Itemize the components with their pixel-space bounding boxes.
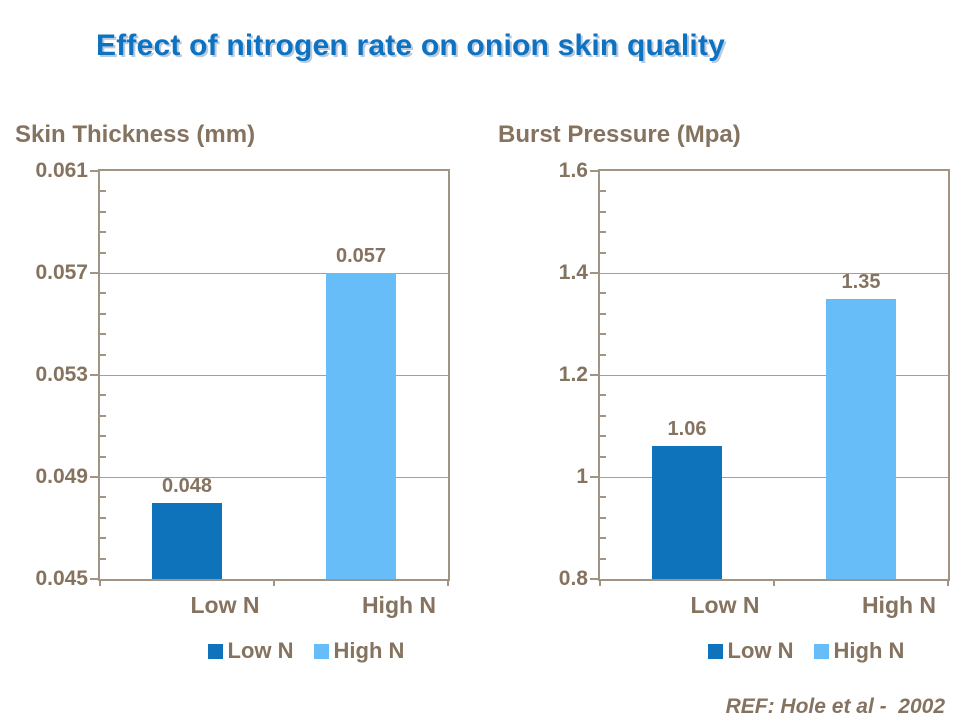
bar-value-label: 0.048	[161, 474, 213, 497]
x-axis-tick	[99, 579, 101, 586]
y-axis-tick-label: 0.049	[35, 465, 88, 488]
slide-title: Effect of nitrogen rate on onion skin qu…	[96, 29, 726, 62]
bar-high-n	[826, 298, 896, 579]
legend-item-low-n: Low N	[707, 638, 794, 663]
bar-value-label: 1.35	[841, 270, 881, 293]
y-axis-minor-tick	[100, 312, 106, 315]
gridline	[600, 375, 948, 376]
chart-title-skin-thickness: Skin Thickness (mm)	[15, 121, 256, 148]
y-axis-minor-tick	[100, 557, 106, 560]
x-category-label: High N	[361, 592, 437, 618]
y-axis-tick-label: 0.061	[35, 159, 88, 182]
y-axis-minor-tick	[100, 353, 106, 356]
y-axis-minor-tick	[600, 210, 606, 213]
y-axis-tick-label: 0.8	[558, 567, 588, 590]
y-axis-tick-label: 0.045	[35, 567, 88, 590]
y-axis-minor-tick	[100, 496, 106, 499]
bar-low-n	[152, 502, 222, 579]
plot-area-burst-pressure: 0.8 1 1.2 1.4 1.6 1.06 Low N 1.35 High N Low N Hig…	[559, 159, 950, 663]
legend: Low N High N	[132, 639, 480, 663]
x-axis-tick	[447, 579, 449, 586]
reference-text: REF: Hole et al - 2002	[725, 695, 945, 718]
legend-swatch-low-n	[207, 643, 223, 659]
y-axis-major-tick	[90, 578, 100, 580]
y-axis-tick-label: 0.057	[35, 261, 88, 284]
y-axis-minor-tick	[600, 394, 606, 397]
bar-value-label: 1.06	[667, 418, 707, 441]
x-category-label: Low N	[690, 592, 760, 618]
gridline	[600, 477, 948, 478]
x-axis-tick	[947, 579, 949, 586]
y-axis-minor-tick	[100, 537, 106, 540]
bar-low-n	[652, 446, 722, 579]
x-axis-tick	[599, 579, 601, 586]
plot-area-skin-thickness: 0.045 0.049 0.053 0.057 0.061 0.048 Low N 0.057…	[35, 159, 450, 663]
y-axis-minor-tick	[600, 312, 606, 315]
x-axis-tick	[273, 579, 275, 586]
y-axis-minor-tick	[600, 353, 606, 356]
y-axis-minor-tick	[600, 231, 606, 234]
y-axis-major-tick	[590, 374, 600, 376]
y-axis-major-tick	[90, 170, 100, 172]
y-axis-minor-tick	[600, 455, 606, 458]
y-axis-minor-tick	[600, 292, 606, 295]
y-axis-tick-label: 0.053	[35, 363, 88, 386]
y-axis-major-tick	[90, 374, 100, 376]
y-axis-minor-tick	[600, 435, 606, 438]
gridline	[100, 375, 448, 376]
gridline	[600, 273, 948, 274]
y-axis-major-tick	[590, 170, 600, 172]
y-axis-minor-tick	[100, 210, 106, 213]
y-axis-minor-tick	[100, 190, 106, 193]
bar-high-n	[326, 273, 396, 579]
legend-swatch-low-n	[707, 643, 723, 659]
y-axis-minor-tick	[100, 394, 106, 397]
y-axis-minor-tick	[600, 251, 606, 254]
chart-title-burst-pressure: Burst Pressure (Mpa)	[498, 121, 741, 148]
y-axis-minor-tick	[600, 537, 606, 540]
legend-item-high-n: High N	[313, 638, 405, 663]
y-axis-minor-tick	[100, 333, 106, 336]
legend-swatch-high-n	[313, 643, 329, 659]
x-category-label: High N	[861, 592, 937, 618]
y-axis-tick-label: 1.4	[558, 261, 588, 284]
y-axis-minor-tick	[600, 414, 606, 417]
legend-item-high-n: High N	[813, 638, 905, 663]
y-axis-major-tick	[90, 476, 100, 478]
y-axis-major-tick	[590, 272, 600, 274]
legend-item-low-n: Low N	[207, 638, 294, 663]
y-axis-tick-label: 1.6	[558, 159, 588, 182]
y-axis-tick-label: 1.2	[558, 363, 588, 386]
legend-label: Low N	[727, 638, 794, 663]
y-axis-minor-tick	[100, 516, 106, 519]
y-axis-minor-tick	[100, 455, 106, 458]
y-axis-major-tick	[590, 476, 600, 478]
y-axis-major-tick	[590, 578, 600, 580]
legend: Low N High N	[632, 639, 960, 663]
y-axis-minor-tick	[600, 190, 606, 193]
gridline	[100, 273, 448, 274]
y-axis-major-tick	[90, 272, 100, 274]
bar-value-label: 0.057	[335, 245, 387, 267]
y-axis-minor-tick	[600, 333, 606, 336]
legend-label: High N	[333, 638, 405, 663]
y-axis-minor-tick	[100, 292, 106, 295]
y-axis-minor-tick	[600, 496, 606, 499]
y-axis-minor-tick	[100, 435, 106, 438]
y-axis-minor-tick	[600, 516, 606, 519]
gridline	[100, 477, 448, 478]
legend-label: High N	[833, 638, 905, 663]
y-axis-tick-label: 1	[576, 465, 588, 488]
x-category-label: Low N	[190, 592, 260, 618]
y-axis-minor-tick	[100, 414, 106, 417]
y-axis-minor-tick	[100, 231, 106, 234]
y-axis-minor-tick	[100, 251, 106, 254]
x-axis-tick	[773, 579, 775, 586]
legend-label: Low N	[227, 638, 294, 663]
y-axis-minor-tick	[600, 557, 606, 560]
legend-swatch-high-n	[813, 643, 829, 659]
